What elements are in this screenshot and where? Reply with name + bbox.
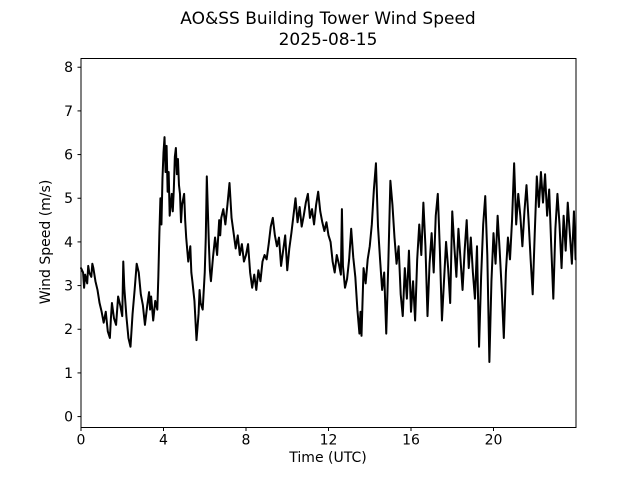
axes-spines — [80, 58, 577, 428]
y-axis-ticks: 0 1 2 3 4 5 6 7 8 — [64, 60, 81, 426]
chart-title: AO&SS Building Tower Wind Speed — [180, 9, 475, 29]
y-tick-label: 8 — [64, 60, 73, 76]
wind-speed-line-series — [80, 136, 577, 363]
x-tick-label: 4 — [159, 433, 168, 449]
chart-subtitle-date: 2025-08-15 — [279, 30, 378, 50]
y-tick-label: 1 — [64, 366, 73, 382]
x-axis-label: Time (UTC) — [288, 450, 366, 466]
x-tick-label: 0 — [77, 433, 86, 449]
y-tick-label: 0 — [64, 410, 73, 426]
series-path-wind-speed — [80, 136, 577, 363]
x-tick-label: 20 — [485, 433, 503, 449]
y-tick-label: 7 — [64, 104, 73, 120]
x-tick-label: 16 — [402, 433, 420, 449]
y-tick-label: 3 — [64, 279, 73, 295]
y-tick-label: 6 — [64, 148, 73, 164]
y-tick-label: 2 — [64, 322, 73, 338]
y-axis-label: Wind Speed (m/s) — [38, 180, 54, 305]
x-tick-label: 12 — [320, 433, 338, 449]
y-tick-label: 5 — [64, 191, 73, 207]
x-axis-ticks: 0 4 8 12 16 20 — [77, 427, 503, 449]
x-tick-label: 8 — [242, 433, 251, 449]
y-tick-label: 4 — [64, 235, 73, 251]
